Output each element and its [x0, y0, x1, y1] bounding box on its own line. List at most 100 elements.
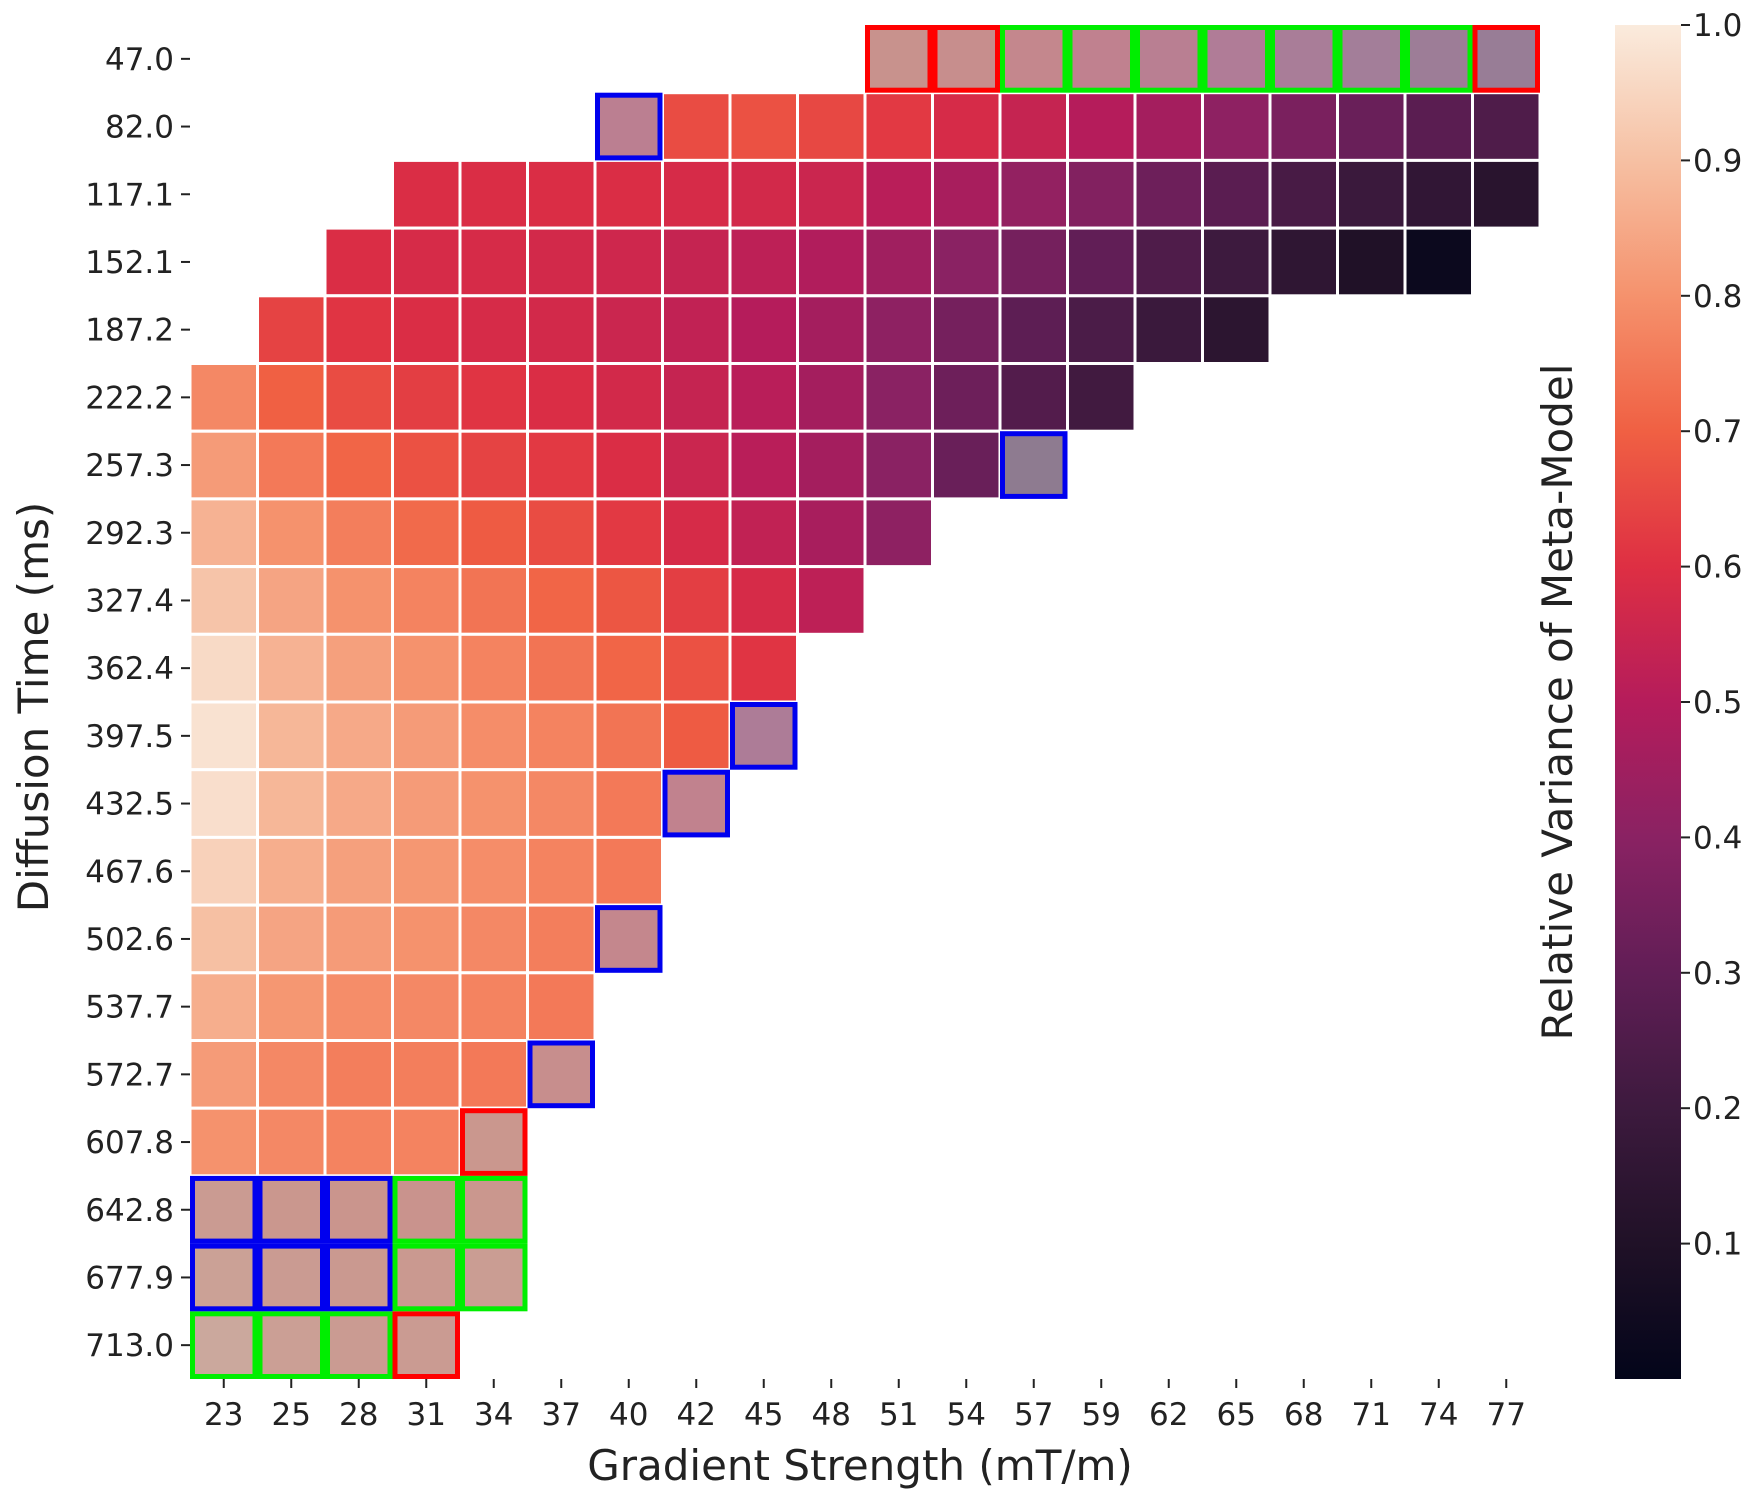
heatmap-cell	[730, 567, 798, 635]
heatmap-cell	[1000, 228, 1068, 296]
heatmap-cell	[258, 1041, 326, 1109]
x-tick-label: 51	[879, 1397, 918, 1433]
heatmap-cell	[1473, 25, 1541, 93]
y-tick-label: 467.6	[85, 854, 174, 890]
colorbar-label: Relative Variance of Meta-Model	[1533, 364, 1582, 1041]
heatmap-cell	[325, 228, 393, 296]
heatmap-cell	[190, 1244, 258, 1312]
x-tick-label: 54	[947, 1397, 986, 1433]
heatmap-cell	[595, 567, 663, 635]
heatmap-cell	[730, 364, 798, 432]
heatmap-cell	[190, 770, 258, 838]
heatmap-cell	[258, 431, 326, 499]
heatmap-cell	[933, 25, 1001, 93]
heatmap-cell	[595, 296, 663, 364]
heatmap-cell	[1135, 93, 1203, 161]
heatmap-cell	[1405, 228, 1473, 296]
heatmap-cell	[325, 634, 393, 702]
heatmap-cell	[595, 634, 663, 702]
colorbar-tick-label: 0.2	[1693, 1091, 1742, 1127]
y-tick-label: 362.4	[85, 651, 174, 687]
heatmap-cell	[595, 431, 663, 499]
colorbar-tick-label: 0.6	[1693, 550, 1742, 586]
heatmap-cell	[1068, 364, 1136, 432]
heatmap-cell	[258, 837, 326, 905]
heatmap-cell	[1405, 160, 1473, 228]
heatmap-cell	[730, 431, 798, 499]
heatmap-cell	[730, 160, 798, 228]
heatmap-cell	[595, 228, 663, 296]
heatmap-cell	[798, 228, 866, 296]
heatmap-cell	[393, 160, 461, 228]
heatmap-cell	[730, 499, 798, 567]
heatmap-cell	[393, 567, 461, 635]
heatmap-cell	[1135, 160, 1203, 228]
y-tick-label: 572.7	[85, 1057, 174, 1093]
heatmap-cell	[528, 364, 596, 432]
heatmap-cell	[663, 364, 731, 432]
heatmap-svg: 47.082.0117.1152.1187.2222.2257.3292.332…	[0, 0, 1758, 1495]
x-tick-label: 25	[272, 1397, 311, 1433]
y-tick-label: 397.5	[85, 719, 174, 755]
colorbar-tick-label: 0.9	[1693, 143, 1742, 179]
heatmap-cell	[325, 499, 393, 567]
y-tick-label: 607.8	[85, 1125, 174, 1161]
heatmap-cell	[865, 25, 933, 93]
x-tick-label: 42	[677, 1397, 716, 1433]
colorbar-tick-label: 0.1	[1693, 1227, 1742, 1263]
heatmap-cell	[663, 160, 731, 228]
heatmap-cell	[258, 1176, 326, 1244]
heatmap-cell	[1068, 296, 1136, 364]
heatmap-cell	[595, 770, 663, 838]
y-tick-label: 187.2	[85, 313, 174, 349]
heatmap-cell	[528, 1041, 596, 1109]
heatmap-cell	[730, 93, 798, 161]
heatmap-cell	[865, 296, 933, 364]
heatmap-cell	[393, 1176, 461, 1244]
heatmap-cell	[258, 1108, 326, 1176]
heatmap-cell	[325, 567, 393, 635]
heatmap-cell	[190, 364, 258, 432]
heatmap-cell	[933, 160, 1001, 228]
heatmap-cell	[528, 973, 596, 1041]
heatmap-cell	[393, 364, 461, 432]
heatmap-cell	[258, 499, 326, 567]
x-tick-label: 48	[812, 1397, 851, 1433]
heatmap-cell	[865, 93, 933, 161]
heatmap-cell	[325, 296, 393, 364]
x-tick-label: 34	[474, 1397, 513, 1433]
heatmap-cell	[393, 499, 461, 567]
heatmap-cell	[595, 905, 663, 973]
heatmap-cell	[1068, 228, 1136, 296]
heatmap-cell	[190, 837, 258, 905]
heatmap-cell	[460, 1244, 528, 1312]
colorbar-tick-label: 0.8	[1693, 279, 1742, 315]
heatmap-cell	[1135, 25, 1203, 93]
heatmap-cell	[663, 296, 731, 364]
heatmap-cell	[933, 431, 1001, 499]
y-tick-label: 642.8	[85, 1193, 174, 1229]
x-tick-label: 23	[204, 1397, 243, 1433]
heatmap-cell	[393, 973, 461, 1041]
heatmap-cell	[460, 702, 528, 770]
heatmap-cell	[1270, 160, 1338, 228]
heatmap-cell	[393, 770, 461, 838]
heatmap-cell	[730, 702, 798, 770]
x-tick-label: 45	[744, 1397, 783, 1433]
heatmap-cell	[393, 296, 461, 364]
heatmap-cell	[393, 228, 461, 296]
y-tick-label: 537.7	[85, 990, 174, 1026]
heatmap-cell	[595, 364, 663, 432]
colorbar-tick-label: 0.5	[1693, 685, 1742, 721]
colorbar-tick-label: 0.4	[1693, 820, 1742, 856]
colorbar-tick-label: 1.0	[1693, 8, 1742, 44]
heatmap-cell	[393, 702, 461, 770]
heatmap-cell	[1338, 93, 1406, 161]
heatmap-cell	[190, 905, 258, 973]
heatmap-cell	[190, 1041, 258, 1109]
heatmap-cell	[1203, 160, 1271, 228]
heatmap-cell	[865, 364, 933, 432]
heatmap-cell	[190, 431, 258, 499]
heatmap-cell	[258, 702, 326, 770]
heatmap-cell	[460, 837, 528, 905]
